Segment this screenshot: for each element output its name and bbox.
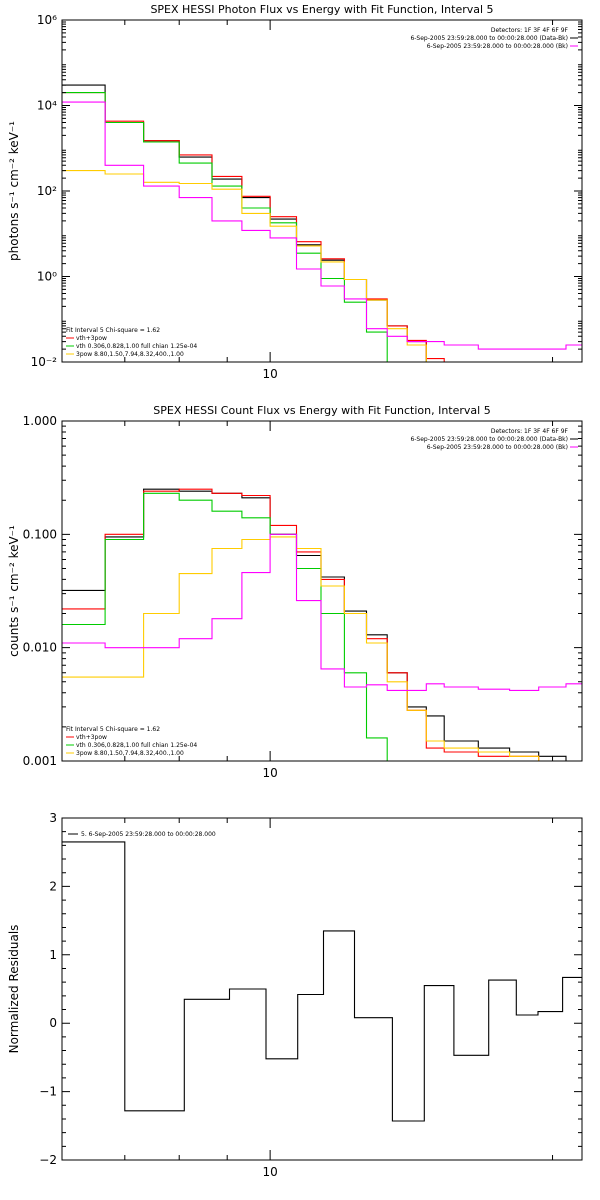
- y-tick-label: 10⁶: [37, 13, 57, 27]
- legend-top-entry: Detectors: 1F 3F 4F 6F 9F: [491, 428, 569, 435]
- legend-top-entry: Detectors: 1F 3F 4F 6F 9F: [491, 27, 569, 34]
- plot-frame: [61, 817, 583, 1161]
- series-group: [62, 488, 582, 761]
- legend-bottom-entry: 3pow 8.80,1.50,7.94,8.32,400.,1.00: [76, 351, 184, 358]
- series-line-4: [62, 533, 582, 691]
- y-tick-label: 10⁴: [37, 99, 57, 113]
- series-group: [62, 841, 582, 1122]
- y-axis-label: Normalized Residuals: [7, 925, 21, 1054]
- plot-frame: [61, 19, 583, 363]
- y-axis-label: counts s⁻¹ cm⁻² keV⁻¹: [7, 525, 21, 657]
- y-tick-label: 3: [49, 811, 57, 825]
- series-line-3: [62, 170, 427, 362]
- residuals-panel: −2 −1 0 1 2 3 10 Normalized Residuals 5. 6-Sep-2…: [7, 811, 583, 1179]
- x-tick-marks: [124, 818, 554, 1160]
- legend-top-entry: 6-Sep-2005 23:59:28.000 to 00:00:28.000 …: [410, 436, 568, 443]
- legend-top-entry: 6-Sep-2005 23:59:28.000 to 00:00:28.000 …: [427, 444, 568, 451]
- series-line-0: [62, 841, 582, 1122]
- y-tick-label: 1: [49, 948, 57, 962]
- y-tick-label: 2: [49, 879, 57, 893]
- chart-title: SPEX HESSI Count Flux vs Energy with Fit…: [153, 404, 490, 417]
- y-tick-marks: [62, 420, 582, 762]
- x-tick-label: 10: [262, 367, 277, 381]
- legend-bottom-entry: vth+3pow: [76, 335, 107, 342]
- y-tick-label: 10⁰: [37, 270, 57, 284]
- plot-frame: [61, 420, 583, 762]
- photon-flux-panel: 10⁻² 10⁰ 10² 10⁴ 10⁶ 10 SPEX HESSI Photon Flux…: [7, 3, 583, 381]
- series-line-1: [62, 488, 582, 761]
- y-tick-label: −2: [39, 1153, 57, 1167]
- series-line-3: [62, 536, 582, 761]
- x-tick-label: 10: [262, 766, 277, 780]
- x-tick-label: 10: [262, 1165, 277, 1179]
- y-tick-marks: [62, 817, 582, 1161]
- legend-residual-entry: 5. 6-Sep-2005 23:59:28.000 to 00:00:28.0…: [81, 831, 216, 838]
- count-flux-panel: 0.001 0.010 0.100 1.000 10 SPEX HESSI Count F…: [7, 404, 583, 780]
- y-tick-label: 0: [49, 1016, 57, 1030]
- legend-bottom-entry: Fit Interval 5 Chi-square = 1.62: [66, 327, 160, 334]
- series-line-2: [62, 92, 388, 362]
- legend-bottom-entry: vth 0.306,0.828,1.00 full chian 1.25e-04: [76, 343, 197, 350]
- y-tick-label: 0.100: [23, 527, 57, 541]
- legend-top-entry: 6-Sep-2005 23:59:28.000 to 00:00:28.000 …: [427, 43, 568, 50]
- y-tick-label: 0.001: [23, 754, 57, 768]
- y-tick-label: 0.010: [23, 641, 57, 655]
- legend-bottom-entry: Fit Interval 5 Chi-square = 1.62: [66, 726, 160, 733]
- y-tick-marks: [62, 19, 582, 363]
- legend-bottom-entry: vth+3pow: [76, 734, 107, 741]
- legend-bottom-entry: 3pow 8.80,1.50,7.94,8.32,400.,1.00: [76, 750, 184, 757]
- legend-bottom-entry: vth 0.306,0.828,1.00 full chian 1.25e-04: [76, 742, 197, 749]
- series-group: [62, 84, 582, 362]
- series-line-0: [62, 488, 582, 761]
- y-tick-label: 10²: [37, 184, 57, 198]
- legend-top-entry: 6-Sep-2005 23:59:28.000 to 00:00:28.000 …: [410, 35, 568, 42]
- x-tick-marks: [124, 421, 554, 761]
- series-line-4: [62, 101, 582, 350]
- y-axis-label: photons s⁻¹ cm⁻² keV⁻¹: [7, 121, 21, 261]
- y-tick-label: −1: [39, 1085, 57, 1099]
- chart-title: SPEX HESSI Photon Flux vs Energy with Fi…: [150, 3, 493, 16]
- y-tick-label: 10⁻²: [31, 355, 58, 369]
- x-tick-marks: [124, 20, 554, 362]
- y-tick-label: 1.000: [23, 414, 57, 428]
